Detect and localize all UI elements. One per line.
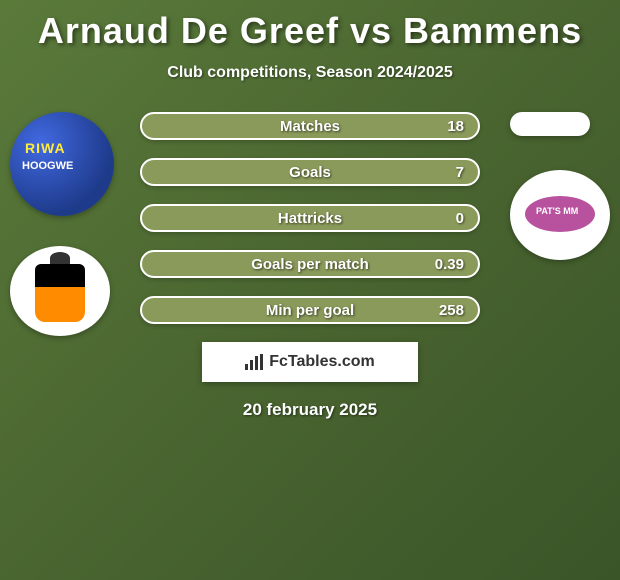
bar-chart-icon xyxy=(245,354,263,370)
stat-value: 18 xyxy=(447,118,464,135)
subtitle: Club competitions, Season 2024/2025 xyxy=(0,64,620,82)
stat-label: Min per goal xyxy=(266,302,354,319)
stat-bar-matches: Matches 18 xyxy=(140,112,480,140)
club-1-crest xyxy=(10,246,110,336)
player-2-avatar xyxy=(510,112,590,136)
stat-bar-goals-per-match: Goals per match 0.39 xyxy=(140,250,480,278)
stat-bar-min-per-goal: Min per goal 258 xyxy=(140,296,480,324)
date-text: 20 february 2025 xyxy=(0,400,620,420)
right-player-column xyxy=(510,112,610,260)
page-title: Arnaud De Greef vs Bammens xyxy=(0,0,620,52)
stat-label: Goals per match xyxy=(251,256,369,273)
stat-label: Goals xyxy=(289,164,331,181)
club-2-crest xyxy=(510,170,610,260)
stat-bars-container: Matches 18 Goals 7 Hattricks 0 Goals per… xyxy=(140,112,480,324)
stat-bar-hattricks: Hattricks 0 xyxy=(140,204,480,232)
stat-value: 258 xyxy=(439,302,464,319)
branding-text: FcTables.com xyxy=(269,353,375,371)
stat-value: 7 xyxy=(456,164,464,181)
stat-bar-goals: Goals 7 xyxy=(140,158,480,186)
stat-value: 0.39 xyxy=(435,256,464,273)
stat-label: Hattricks xyxy=(278,210,342,227)
stat-value: 0 xyxy=(456,210,464,227)
comparison-content: Matches 18 Goals 7 Hattricks 0 Goals per… xyxy=(0,112,620,420)
left-player-column xyxy=(10,112,114,336)
stat-label: Matches xyxy=(280,118,340,135)
player-1-avatar xyxy=(10,112,114,216)
fctables-branding-badge[interactable]: FcTables.com xyxy=(202,342,418,382)
